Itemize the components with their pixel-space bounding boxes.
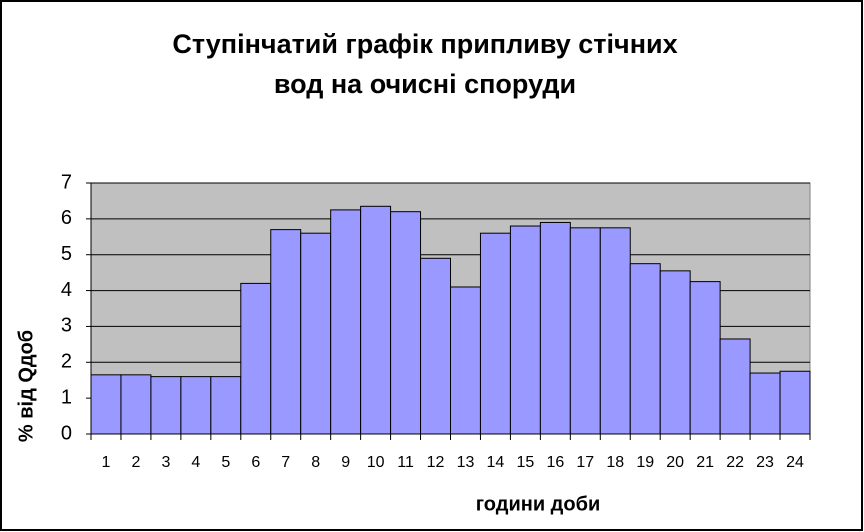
bar [360,205,392,435]
bar [629,263,661,435]
x-tick-label: 8 [311,454,320,471]
y-tick-label: 3 [61,315,72,337]
chart-title: Ступінчатий графік припливу стічних [172,29,677,59]
bar [270,229,302,435]
bar [719,338,751,435]
y-tick-label: 5 [61,243,72,265]
y-tick-label: 6 [61,207,72,229]
y-tick-label: 4 [61,279,72,301]
x-tick-label: 4 [191,454,200,471]
bar [300,232,332,435]
bar [599,227,631,435]
x-tick-label: 15 [516,454,534,471]
x-tick-label: 14 [487,454,505,471]
bar [509,225,541,435]
y-tick-label: 2 [61,351,72,373]
x-axis-title: години доби [476,493,601,515]
bar [390,211,422,435]
bar [689,281,721,435]
x-tick-label: 23 [756,454,774,471]
bar [210,376,242,435]
x-tick-label: 5 [221,454,230,471]
bar [90,374,122,435]
x-tick-label: 2 [131,454,140,471]
bar [180,376,212,435]
bar [569,227,601,435]
bar [539,221,571,435]
x-tick-label: 20 [666,454,684,471]
x-tick-label: 16 [546,454,564,471]
bar [330,209,362,435]
x-tick-label: 11 [397,454,414,471]
x-tick-label: 3 [161,454,170,471]
bar [749,372,781,435]
bar [479,232,511,435]
bar [659,270,691,435]
bar [450,286,481,435]
x-tick-label: 24 [786,454,804,471]
x-tick-label: 6 [251,454,260,471]
bar [120,374,152,435]
chart-title: вод на очисні споруди [274,69,576,99]
bar [420,257,451,435]
x-tick-label: 21 [696,454,714,471]
bar [240,282,272,435]
x-tick-label: 12 [427,454,445,471]
y-tick-label: 1 [61,386,72,408]
bar [150,376,182,435]
x-tick-label: 18 [606,454,624,471]
y-axis-title: % від Qдоб [15,330,37,442]
x-tick-label: 17 [576,454,594,471]
x-tick-label: 9 [341,454,350,471]
x-tick-label: 22 [726,454,744,471]
y-tick-label: 7 [61,171,72,193]
x-tick-label: 7 [281,454,290,471]
bar [779,370,811,435]
x-tick-label: 10 [367,454,385,471]
x-tick-label: 13 [457,454,475,471]
x-tick-label: 19 [636,454,654,471]
x-tick-label: 1 [102,454,111,471]
y-tick-label: 0 [61,422,72,444]
